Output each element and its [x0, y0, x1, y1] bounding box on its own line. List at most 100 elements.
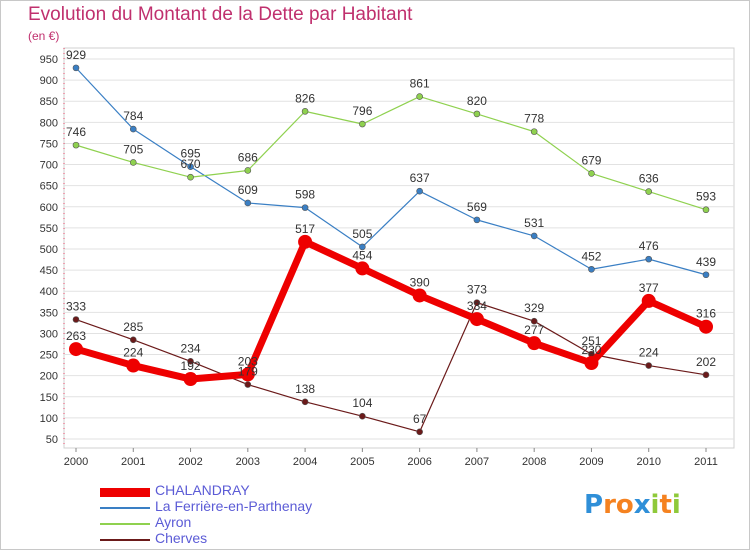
data-label-cherves-2004: 138 — [295, 382, 315, 396]
point-la-ferri-re-en-parthenay-2001 — [129, 125, 137, 133]
point-la-ferri-re-en-parthenay-2003 — [244, 199, 252, 207]
data-label-la-ferri-re-en-parthenay-2002: 695 — [181, 147, 201, 161]
data-label-chalandray-2009: 230 — [581, 343, 601, 357]
point-cherves-2001 — [129, 336, 137, 344]
data-label-chalandray-2006: 390 — [410, 275, 430, 289]
x-tick-label-2005: 2005 — [350, 456, 374, 468]
logo-letter: x — [633, 490, 651, 520]
data-label-la-ferri-re-en-parthenay-2000: 929 — [66, 48, 86, 62]
data-label-cherves-2006: 67 — [413, 412, 427, 426]
data-label-la-ferri-re-en-parthenay-2011: 439 — [696, 255, 716, 269]
data-label-ayron-2008: 778 — [524, 112, 544, 126]
point-cherves-2000 — [72, 316, 80, 323]
y-tick-label-350: 350 — [40, 307, 58, 319]
y-tick-label-700: 700 — [40, 160, 58, 172]
data-label-la-ferri-re-en-parthenay-2009: 452 — [581, 249, 601, 263]
y-tick-label-850: 850 — [40, 96, 58, 108]
legend-label-ayron: Ayron — [155, 514, 192, 530]
y-tick-label-650: 650 — [40, 181, 58, 193]
y-tick-label-200: 200 — [40, 371, 58, 383]
x-tick-label-2006: 2006 — [407, 456, 431, 468]
point-la-ferri-re-en-parthenay-2010 — [645, 255, 653, 263]
x-tick-label-2010: 2010 — [636, 456, 660, 468]
point-cherves-2011 — [702, 371, 710, 379]
data-label-cherves-2007: 373 — [467, 283, 487, 297]
point-chalandray-2006 — [412, 288, 427, 303]
point-chalandray-2002 — [183, 372, 198, 387]
legend-label-chalandray: CHALANDRAY — [155, 482, 250, 498]
point-la-ferri-re-en-parthenay-2011 — [702, 271, 710, 279]
point-cherves-2006 — [416, 428, 423, 436]
data-label-ayron-2005: 796 — [352, 104, 372, 118]
data-label-ayron-2009: 679 — [581, 153, 601, 167]
logo-letter: t — [659, 490, 672, 520]
x-tick-label-2011: 2011 — [694, 456, 718, 468]
y-tick-label-400: 400 — [40, 286, 58, 298]
point-chalandray-2010 — [641, 293, 656, 308]
point-cherves-2007 — [473, 299, 481, 306]
point-la-ferri-re-en-parthenay-2002 — [187, 163, 194, 170]
x-tick-label-2001: 2001 — [121, 456, 145, 468]
y-tick-label-250: 250 — [40, 350, 58, 362]
point-cherves-2005 — [359, 412, 366, 420]
y-tick-label-550: 550 — [40, 223, 58, 235]
x-tick-label-2009: 2009 — [579, 456, 603, 468]
series-line-chalandray — [72, 238, 710, 383]
proxiti-logo: Proxiti — [584, 490, 681, 520]
point-chalandray-2003 — [240, 367, 255, 382]
data-label-chalandray-2000: 263 — [66, 329, 86, 343]
data-label-chalandray-2008: 277 — [524, 323, 544, 337]
chart-title: Evolution du Montant de la Dette par Hab… — [28, 4, 413, 25]
point-ayron-2008 — [530, 128, 538, 135]
y-tick-label-50: 50 — [46, 434, 58, 446]
point-cherves-2008 — [530, 317, 538, 325]
data-label-chalandray-2007: 334 — [467, 299, 487, 313]
logo-letter: o — [615, 490, 634, 520]
data-label-ayron-2002: 670 — [181, 157, 201, 171]
point-ayron-2009 — [588, 170, 595, 177]
point-cherves-2010 — [645, 362, 653, 369]
data-label-cherves-2008: 329 — [524, 301, 544, 315]
data-label-la-ferri-re-en-parthenay-2007: 569 — [467, 200, 487, 214]
point-ayron-2002 — [187, 173, 194, 181]
data-label-ayron-2011: 593 — [696, 190, 716, 204]
point-ayron-2006 — [416, 93, 423, 100]
data-label-chalandray-2002: 192 — [181, 359, 201, 373]
logo-letter: P — [584, 490, 604, 520]
point-chalandray-2011 — [699, 319, 713, 334]
legend-label-cherves: Cherves — [155, 530, 208, 546]
point-la-ferri-re-en-parthenay-2007 — [473, 216, 481, 224]
y-tick-label-450: 450 — [40, 265, 58, 277]
data-label-cherves-2003: 179 — [238, 365, 258, 379]
data-label-la-ferri-re-en-parthenay-2003: 609 — [238, 183, 258, 197]
point-ayron-2005 — [359, 120, 366, 128]
data-label-ayron-2000: 746 — [66, 125, 86, 139]
point-chalandray-2009 — [584, 356, 599, 370]
legend-swatch-la-ferri-re-en-parthenay — [100, 507, 150, 509]
legend-label-la-ferri-re-en-parthenay: La Ferrière-en-Parthenay — [155, 498, 313, 514]
data-label-chalandray-2005: 454 — [352, 248, 372, 262]
point-cherves-2003 — [244, 381, 252, 388]
y-tick-label-100: 100 — [40, 413, 58, 425]
data-label-cherves-2001: 285 — [123, 320, 143, 334]
point-ayron-2007 — [473, 110, 481, 118]
point-cherves-2004 — [301, 398, 309, 406]
series-line-ayron — [75, 95, 707, 211]
y-tick-label-800: 800 — [40, 117, 58, 129]
data-label-la-ferri-re-en-parthenay-2006: 637 — [410, 171, 430, 185]
x-tick-label-2007: 2007 — [465, 456, 489, 468]
data-label-cherves-2011: 202 — [696, 355, 716, 369]
data-label-chalandray-2003: 203 — [238, 354, 258, 368]
plot-area — [63, 47, 735, 449]
y-tick-label-150: 150 — [40, 392, 58, 404]
data-label-la-ferri-re-en-parthenay-2004: 598 — [295, 188, 315, 202]
data-label-ayron-2007: 820 — [467, 94, 487, 108]
point-ayron-2003 — [244, 167, 252, 174]
data-label-la-ferri-re-en-parthenay-2010: 476 — [639, 239, 659, 253]
point-la-ferri-re-en-parthenay-2004 — [301, 204, 309, 211]
point-chalandray-2004 — [298, 234, 313, 249]
point-ayron-2004 — [301, 108, 309, 115]
point-chalandray-2000 — [69, 342, 83, 357]
data-label-ayron-2003: 686 — [238, 150, 258, 164]
